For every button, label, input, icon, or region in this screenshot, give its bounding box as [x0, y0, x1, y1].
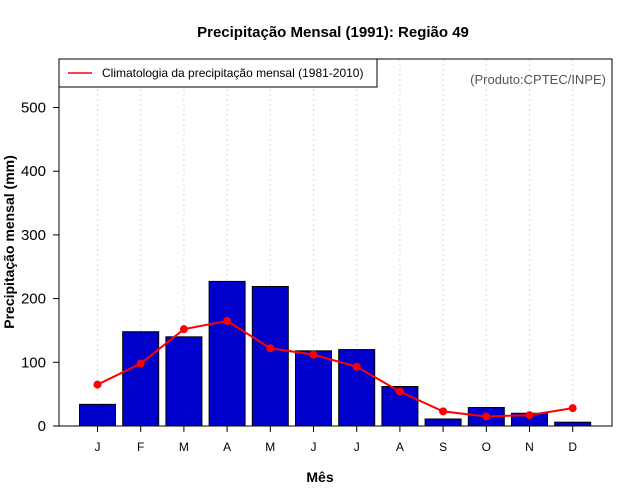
x-tick-label: O	[482, 440, 491, 454]
y-tick-label: 400	[21, 163, 46, 180]
bar-series	[79, 280, 592, 427]
bar-4	[208, 280, 246, 427]
climatology-line	[97, 319, 573, 418]
bar-3	[165, 336, 203, 427]
x-tick-label: A	[396, 440, 404, 454]
y-axis: 0 100 200 300 400 500	[21, 100, 59, 435]
bar-1	[79, 403, 116, 427]
x-axis-label: Mês	[306, 469, 333, 485]
bar-2	[122, 331, 160, 427]
x-tick-label: J	[95, 440, 101, 454]
x-tick-label: M	[179, 440, 189, 454]
x-tick-label: D	[568, 440, 577, 454]
y-tick-label: 200	[21, 291, 46, 308]
climatology-point-11	[525, 411, 534, 420]
y-tick-label: 300	[21, 227, 46, 244]
bar-7	[338, 349, 376, 427]
x-tick-label: M	[265, 440, 275, 454]
y-tick-label: 100	[21, 354, 46, 371]
climatology-point-8	[395, 387, 404, 396]
climatology-point-2	[136, 359, 145, 368]
x-tick-label: S	[439, 440, 447, 454]
climatology-point-3	[179, 325, 188, 334]
x-tick-label: N	[525, 440, 534, 454]
climatology-point-6	[309, 350, 318, 359]
climatology-point-12	[568, 404, 577, 413]
y-tick-label: 0	[38, 418, 46, 435]
bar-12	[554, 421, 592, 427]
bar-9	[424, 418, 462, 427]
climatology-point-4	[223, 316, 232, 325]
legend: Climatologia da precipitação mensal (198…	[58, 58, 378, 88]
x-tick-label: A	[223, 440, 231, 454]
climatology-point-1	[93, 380, 102, 389]
climatology-point-7	[352, 362, 361, 371]
bar-6	[295, 350, 332, 427]
bar-5	[251, 285, 289, 427]
chart-title: Precipitação Mensal (1991): Região 49	[197, 24, 469, 41]
x-tick-label: J	[311, 440, 317, 454]
y-tick-label: 500	[21, 100, 46, 117]
climatology-point-5	[266, 344, 275, 353]
product-credit: (Produto:CPTEC/INPE)	[470, 72, 606, 87]
climatology-series	[93, 316, 577, 421]
legend-box	[58, 58, 378, 88]
x-tick-label: J	[354, 440, 360, 454]
climatology-point-9	[439, 407, 448, 416]
x-tick-label: F	[137, 440, 144, 454]
y-axis-label: Precipitação mensal (mm)	[1, 155, 17, 329]
legend-entry: Climatologia da precipitação mensal (198…	[102, 66, 363, 80]
climatology-point-10	[482, 412, 491, 421]
